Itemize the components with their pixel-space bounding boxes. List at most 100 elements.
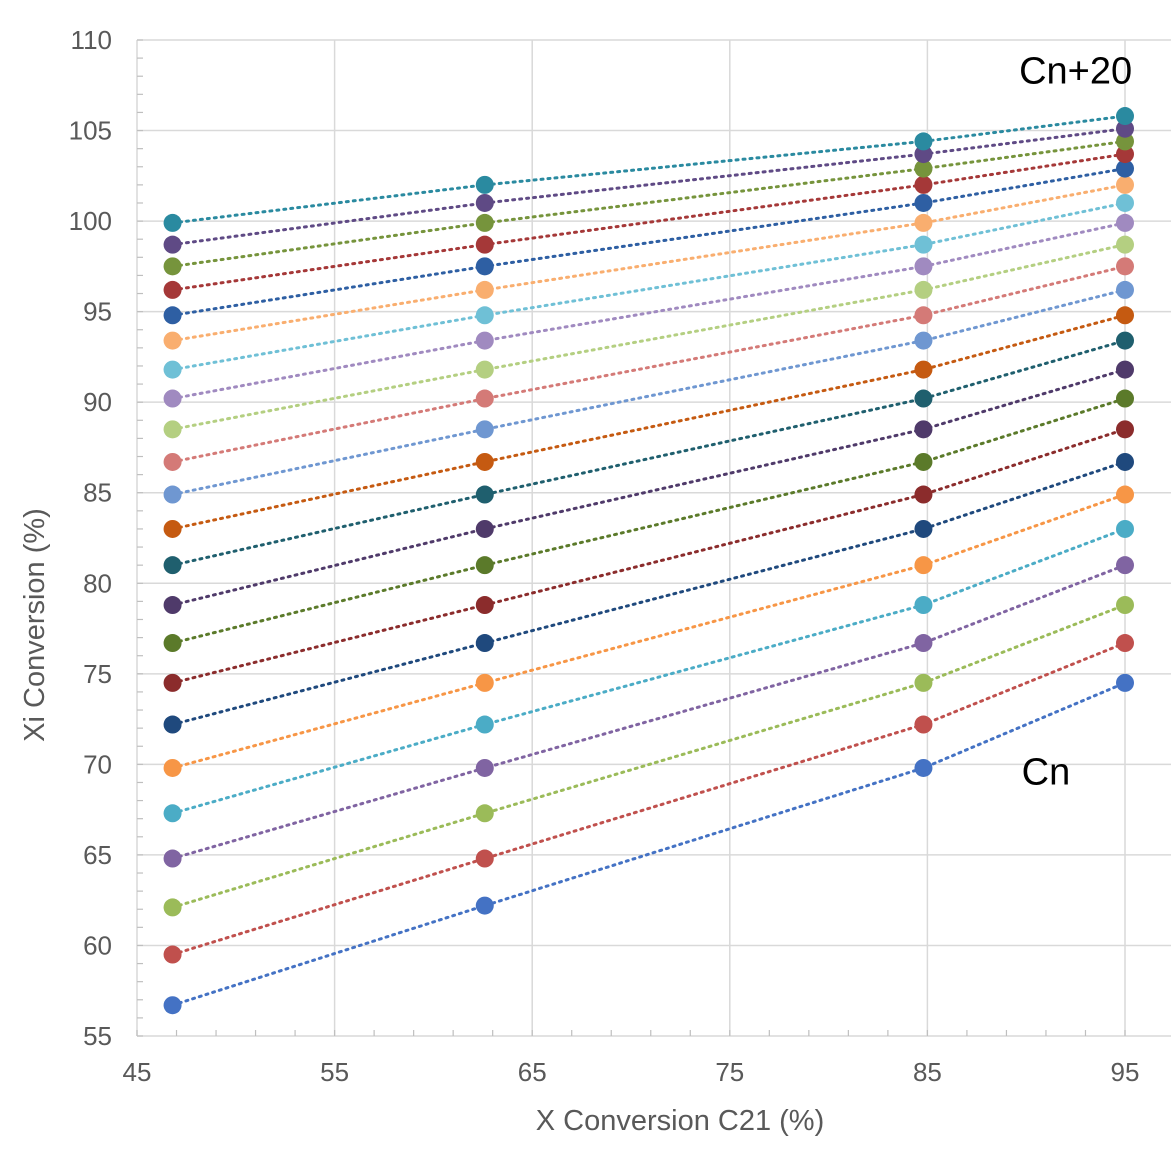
data-point <box>1116 389 1134 408</box>
series-line <box>171 603 1127 909</box>
data-point <box>475 331 494 350</box>
series-line <box>171 563 1127 860</box>
data-point <box>163 849 182 868</box>
series-line <box>171 167 1127 317</box>
data-point <box>1116 596 1134 615</box>
y-tick-label: 85 <box>83 478 112 508</box>
data-point <box>163 758 182 777</box>
series-line <box>171 527 1127 815</box>
data-point <box>163 235 182 254</box>
x-tick-label: 75 <box>715 1057 744 1087</box>
data-point <box>1116 519 1134 538</box>
data-point <box>1116 360 1134 379</box>
data-point <box>475 420 494 439</box>
data-point <box>475 485 494 504</box>
data-point <box>914 715 933 734</box>
y-tick-label: 75 <box>83 659 112 689</box>
data-point <box>914 634 933 653</box>
series-line <box>171 313 1127 531</box>
series-line <box>171 288 1127 496</box>
data-point <box>163 485 182 504</box>
data-point <box>163 596 182 615</box>
data-point <box>1116 235 1134 254</box>
series-line <box>171 339 1127 567</box>
data-point <box>914 596 933 615</box>
series-line <box>171 243 1127 431</box>
data-point <box>914 175 933 194</box>
series-points <box>163 107 1134 1015</box>
data-point <box>475 849 494 868</box>
data-point <box>914 673 933 692</box>
data-point <box>914 145 933 164</box>
data-point <box>914 556 933 575</box>
series-line <box>171 183 1127 343</box>
data-point <box>475 280 494 299</box>
y-axis-title: Xi Conversion (%) <box>19 508 51 742</box>
data-point <box>475 193 494 212</box>
data-point <box>475 306 494 325</box>
data-point <box>163 306 182 325</box>
axis-tick-labels: 55 60 65 70 75 80 85 90 95 100 105 110 45 55 65 75 85 95 <box>69 25 1140 1087</box>
data-point <box>163 420 182 439</box>
series-line <box>171 152 1127 292</box>
data-point <box>475 715 494 734</box>
x-tick-label: 65 <box>518 1057 547 1087</box>
data-point <box>163 280 182 299</box>
x-tick-label: 55 <box>320 1057 349 1087</box>
y-tick-label: 70 <box>83 749 112 779</box>
data-point <box>475 175 494 194</box>
series-line <box>171 460 1127 726</box>
y-tick-label: 80 <box>83 568 112 598</box>
data-point <box>475 556 494 575</box>
data-point <box>163 331 182 350</box>
data-point <box>1116 119 1134 138</box>
data-point <box>914 132 933 151</box>
annotation-label: Cn+20 <box>1019 50 1132 92</box>
data-point <box>1116 280 1134 299</box>
data-point <box>914 331 933 350</box>
data-point <box>475 673 494 692</box>
data-point <box>163 673 182 692</box>
data-point <box>163 452 182 471</box>
data-point <box>475 389 494 408</box>
data-point <box>1116 306 1134 325</box>
series-line <box>171 221 1127 401</box>
data-point <box>163 360 182 379</box>
data-point <box>1116 145 1134 164</box>
data-point <box>475 804 494 823</box>
y-tick-label: 100 <box>69 206 112 236</box>
data-point <box>163 213 182 232</box>
data-point <box>475 634 494 653</box>
data-point <box>1116 556 1134 575</box>
x-tick-label: 95 <box>1111 1057 1140 1087</box>
data-point <box>475 257 494 276</box>
data-point <box>914 360 933 379</box>
data-point <box>475 235 494 254</box>
y-tick-label: 90 <box>83 387 112 417</box>
data-point <box>163 389 182 408</box>
series-lines <box>171 114 1127 1007</box>
data-point <box>163 634 182 653</box>
x-tick-label: 85 <box>913 1057 942 1087</box>
data-point <box>1116 257 1134 276</box>
y-tick-label: 105 <box>69 116 112 146</box>
data-point <box>1116 485 1134 504</box>
data-point <box>163 898 182 917</box>
data-point <box>914 280 933 299</box>
data-point <box>914 485 933 504</box>
data-point <box>914 235 933 254</box>
data-point <box>475 596 494 615</box>
data-point <box>1116 159 1134 178</box>
x-tick-label: 45 <box>123 1057 152 1087</box>
series-line <box>171 493 1127 770</box>
data-point <box>914 306 933 325</box>
data-point <box>914 420 933 439</box>
data-point <box>1116 107 1134 126</box>
data-point <box>163 996 182 1015</box>
data-point <box>914 257 933 276</box>
series-line <box>171 641 1127 956</box>
data-point <box>475 452 494 471</box>
data-point <box>914 213 933 232</box>
data-point <box>1116 175 1134 194</box>
